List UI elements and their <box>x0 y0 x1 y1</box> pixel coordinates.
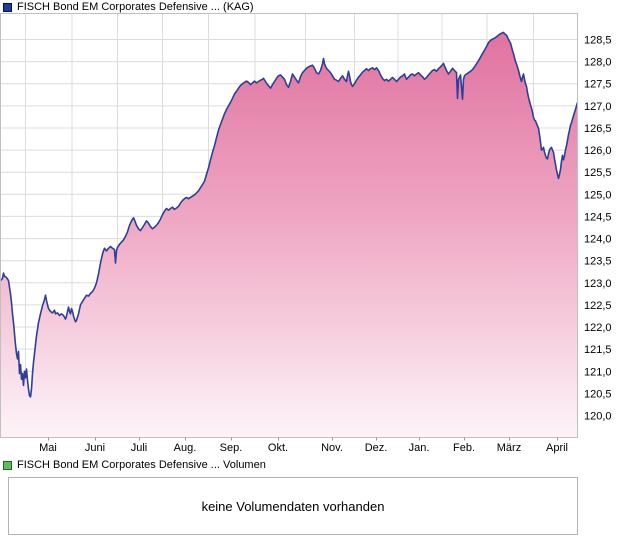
svg-text:Juli: Juli <box>131 442 148 454</box>
svg-text:Mai: Mai <box>39 442 57 454</box>
svg-text:126,5: 126,5 <box>584 123 612 135</box>
svg-text:121,5: 121,5 <box>584 344 612 356</box>
svg-text:127,0: 127,0 <box>584 101 612 113</box>
svg-text:124,0: 124,0 <box>584 234 612 246</box>
svg-text:122,0: 122,0 <box>584 322 612 334</box>
svg-text:April: April <box>546 442 568 454</box>
svg-text:121,0: 121,0 <box>584 366 612 378</box>
svg-text:125,5: 125,5 <box>584 167 612 179</box>
svg-text:128,5: 128,5 <box>584 35 612 47</box>
volume-legend-label: FISCH Bond EM Corporates Defensive ... V… <box>17 459 266 471</box>
svg-text:122,5: 122,5 <box>584 300 612 312</box>
svg-text:März: März <box>497 442 521 454</box>
svg-text:Dez.: Dez. <box>365 442 388 454</box>
price-legend: FISCH Bond EM Corporates Defensive ... (… <box>3 1 254 13</box>
svg-text:125,0: 125,0 <box>584 189 612 201</box>
svg-text:Feb.: Feb. <box>453 442 475 454</box>
svg-text:Juni: Juni <box>85 442 105 454</box>
svg-text:Aug.: Aug. <box>174 442 197 454</box>
svg-text:123,5: 123,5 <box>584 256 612 268</box>
svg-text:124,5: 124,5 <box>584 211 612 223</box>
volume-panel: keine Volumendaten vorhanden <box>8 477 578 535</box>
svg-text:Sep.: Sep. <box>220 442 243 454</box>
volume-legend: FISCH Bond EM Corporates Defensive ... V… <box>3 459 266 471</box>
svg-text:128,0: 128,0 <box>584 57 612 69</box>
volume-empty-message: keine Volumendaten vorhanden <box>201 498 385 514</box>
price-legend-swatch-icon <box>3 2 12 12</box>
price-legend-label: FISCH Bond EM Corporates Defensive ... (… <box>17 1 254 13</box>
svg-text:Nov.: Nov. <box>321 442 343 454</box>
price-chart: Mai Juni Juli Aug. Sep. Okt. Nov. Dez. Jan. Feb. M… <box>0 13 612 454</box>
svg-text:120,5: 120,5 <box>584 388 612 400</box>
volume-legend-swatch-icon <box>3 460 12 470</box>
svg-text:Jan.: Jan. <box>409 442 430 454</box>
svg-text:127,5: 127,5 <box>584 79 612 91</box>
svg-text:126,0: 126,0 <box>584 145 612 157</box>
svg-text:Okt.: Okt. <box>268 442 288 454</box>
svg-text:123,0: 123,0 <box>584 278 612 290</box>
svg-text:120,0: 120,0 <box>584 411 612 423</box>
